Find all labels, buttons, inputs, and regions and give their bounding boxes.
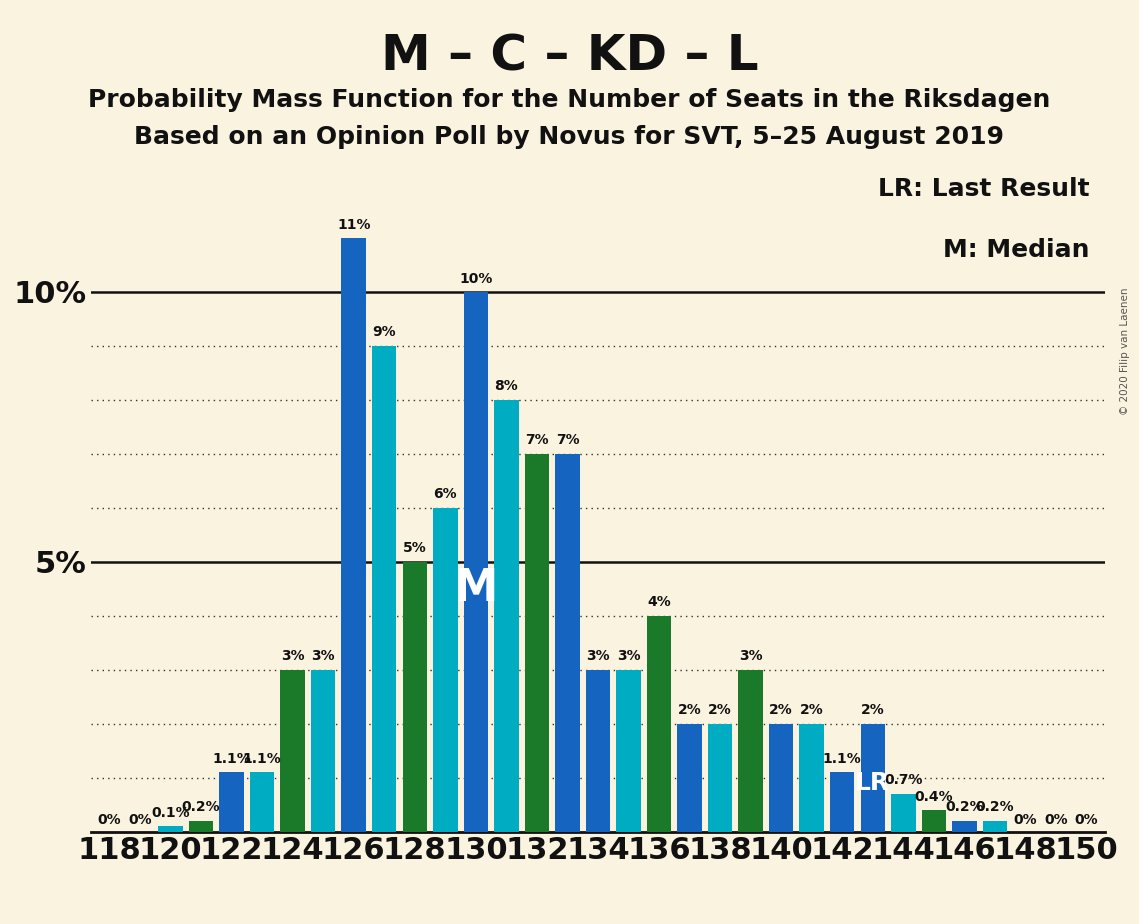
Text: 10%: 10% [459, 272, 492, 286]
Text: 1.1%: 1.1% [822, 752, 861, 766]
Text: 11%: 11% [337, 217, 370, 232]
Text: 0%: 0% [1044, 813, 1067, 827]
Text: 0%: 0% [98, 813, 121, 827]
Text: © 2020 Filip van Laenen: © 2020 Filip van Laenen [1120, 287, 1130, 415]
Text: 0.7%: 0.7% [884, 773, 923, 787]
Text: 2%: 2% [678, 703, 702, 717]
Bar [585, 670, 611, 832]
Text: 0.4%: 0.4% [915, 789, 953, 804]
Text: M: Median: M: Median [943, 238, 1090, 262]
Bar [342, 238, 366, 832]
Text: M: M [453, 567, 498, 610]
Text: 0.2%: 0.2% [182, 800, 220, 814]
Text: 1.1%: 1.1% [243, 752, 281, 766]
Text: 6%: 6% [434, 487, 457, 502]
Bar [738, 670, 763, 832]
Text: 3%: 3% [311, 650, 335, 663]
Bar [921, 810, 947, 832]
Text: 0%: 0% [1075, 813, 1098, 827]
Text: 3%: 3% [587, 650, 609, 663]
Text: LR: Last Result: LR: Last Result [878, 177, 1090, 201]
Bar [311, 670, 335, 832]
Text: 9%: 9% [372, 325, 396, 339]
Bar [708, 723, 732, 832]
Text: 3%: 3% [739, 650, 762, 663]
Text: 2%: 2% [800, 703, 823, 717]
Text: 7%: 7% [525, 433, 549, 447]
Bar [249, 772, 274, 832]
Text: 8%: 8% [494, 380, 518, 394]
Bar [952, 821, 976, 832]
Text: 0.2%: 0.2% [945, 800, 984, 814]
Text: 7%: 7% [556, 433, 580, 447]
Text: LR: LR [855, 771, 891, 795]
Text: Probability Mass Function for the Number of Seats in the Riksdagen: Probability Mass Function for the Number… [89, 88, 1050, 112]
Text: 0%: 0% [129, 813, 151, 827]
Bar [494, 400, 518, 832]
Bar [402, 562, 427, 832]
Bar [280, 670, 305, 832]
Bar [433, 508, 458, 832]
Text: 0.1%: 0.1% [151, 806, 190, 820]
Bar [220, 772, 244, 832]
Bar [464, 292, 487, 832]
Text: M – C – KD – L: M – C – KD – L [380, 32, 759, 80]
Text: 5%: 5% [403, 541, 427, 555]
Bar [616, 670, 641, 832]
Text: 2%: 2% [769, 703, 793, 717]
Bar [525, 454, 549, 832]
Text: 4%: 4% [647, 595, 671, 609]
Bar [555, 454, 580, 832]
Bar [861, 723, 885, 832]
Bar [800, 723, 823, 832]
Text: Based on an Opinion Poll by Novus for SVT, 5–25 August 2019: Based on an Opinion Poll by Novus for SV… [134, 125, 1005, 149]
Bar [372, 346, 396, 832]
Text: 2%: 2% [708, 703, 732, 717]
Bar [830, 772, 854, 832]
Bar [189, 821, 213, 832]
Text: 2%: 2% [861, 703, 885, 717]
Bar [678, 723, 702, 832]
Text: 0.2%: 0.2% [976, 800, 1014, 814]
Bar [891, 794, 916, 832]
Bar [769, 723, 794, 832]
Text: 3%: 3% [281, 650, 304, 663]
Text: 1.1%: 1.1% [212, 752, 251, 766]
Text: 3%: 3% [616, 650, 640, 663]
Bar [158, 826, 182, 832]
Bar [983, 821, 1007, 832]
Bar [647, 615, 671, 832]
Text: 0%: 0% [1014, 813, 1038, 827]
